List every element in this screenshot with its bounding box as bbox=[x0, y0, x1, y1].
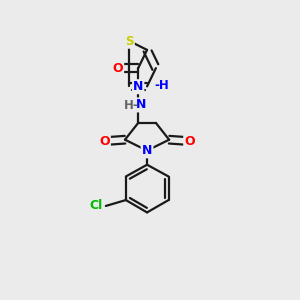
Text: O: O bbox=[99, 135, 110, 148]
Text: S: S bbox=[125, 34, 134, 48]
Text: -H: -H bbox=[154, 79, 169, 92]
Text: Cl: Cl bbox=[90, 200, 103, 212]
Text: O: O bbox=[184, 135, 195, 148]
Text: N: N bbox=[136, 98, 146, 111]
Text: O: O bbox=[112, 61, 123, 75]
Text: N: N bbox=[142, 144, 152, 157]
Text: H-: H- bbox=[124, 99, 139, 112]
Text: N: N bbox=[133, 80, 143, 93]
